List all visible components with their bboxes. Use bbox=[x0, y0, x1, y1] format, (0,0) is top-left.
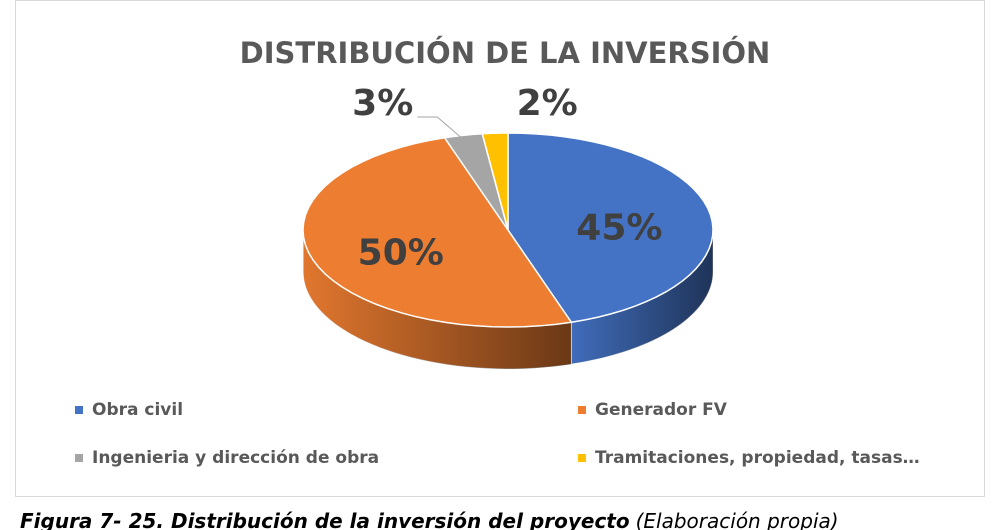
slice bbox=[302, 136, 573, 328]
legend-swatch bbox=[75, 406, 83, 414]
caption-note: (Elaboración propia) bbox=[636, 509, 839, 530]
data-label: 45% bbox=[576, 208, 662, 249]
leader-line bbox=[417, 116, 464, 140]
caption: Figura 7- 25. Distribución de la inversi… bbox=[20, 509, 839, 530]
slice bbox=[443, 132, 509, 231]
data-label: 3% bbox=[352, 83, 413, 124]
slice-side-shade bbox=[571, 230, 713, 365]
chart-title: DISTRIBUCIÓN DE LA INVERSIÓN bbox=[240, 36, 771, 70]
legend-label: Ingenieria y dirección de obra bbox=[92, 448, 379, 468]
legend-label: Obra civil bbox=[92, 400, 183, 420]
data-label: 2% bbox=[517, 83, 578, 124]
legend-swatch bbox=[75, 454, 83, 462]
caption-figure: Figura 7- 25. Distribución de la inversi… bbox=[20, 509, 630, 530]
slice bbox=[481, 132, 509, 231]
legend-label: Generador FV bbox=[595, 400, 728, 420]
legend-label: Tramitaciones, propiedad, tasas… bbox=[595, 448, 920, 468]
slice bbox=[507, 132, 714, 324]
legend-swatch bbox=[578, 454, 586, 462]
slice-side-shade bbox=[303, 230, 572, 369]
legend-swatch bbox=[578, 406, 586, 414]
data-label: 50% bbox=[358, 232, 444, 273]
